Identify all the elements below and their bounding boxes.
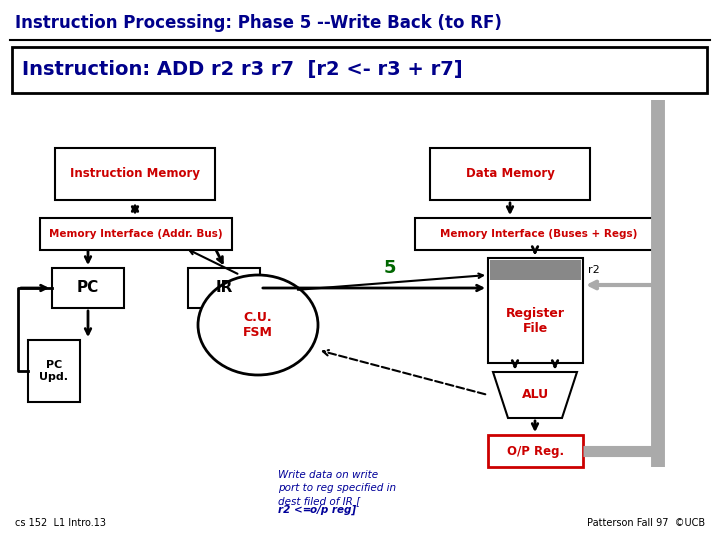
Text: r2: r2 [588, 265, 600, 275]
FancyBboxPatch shape [188, 268, 260, 308]
Text: IR: IR [215, 280, 233, 295]
Text: r2 <=: r2 <= [278, 505, 315, 515]
Text: Data Memory: Data Memory [466, 167, 554, 180]
FancyBboxPatch shape [415, 218, 663, 250]
Text: O/P Reg.: O/P Reg. [507, 444, 564, 457]
FancyBboxPatch shape [55, 148, 215, 200]
Text: Instruction Memory: Instruction Memory [70, 167, 200, 180]
FancyBboxPatch shape [490, 260, 581, 280]
FancyBboxPatch shape [488, 258, 583, 363]
FancyBboxPatch shape [40, 218, 232, 250]
Text: Patterson Fall 97  ©UCB: Patterson Fall 97 ©UCB [587, 518, 705, 528]
Text: Write data on write
port to reg specified in
dest filed of IR [: Write data on write port to reg specifie… [278, 470, 396, 507]
FancyBboxPatch shape [52, 268, 124, 308]
Text: cs 152  L1 Intro.13: cs 152 L1 Intro.13 [15, 518, 106, 528]
Text: PC
Upd.: PC Upd. [40, 360, 68, 382]
FancyBboxPatch shape [28, 340, 80, 402]
Text: 5: 5 [384, 259, 396, 277]
Polygon shape [493, 372, 577, 418]
Text: Memory Interface (Buses + Regs): Memory Interface (Buses + Regs) [441, 229, 638, 239]
FancyBboxPatch shape [430, 148, 590, 200]
Text: Instruction: ADD r2 r3 r7  [r2 <- r3 + r7]: Instruction: ADD r2 r3 r7 [r2 <- r3 + r7… [22, 60, 463, 79]
Text: o/p reg]: o/p reg] [310, 505, 356, 515]
FancyBboxPatch shape [12, 47, 707, 93]
Ellipse shape [198, 275, 318, 375]
Text: ALU: ALU [521, 388, 549, 402]
FancyBboxPatch shape [488, 435, 583, 467]
Text: Memory Interface (Addr. Bus): Memory Interface (Addr. Bus) [49, 229, 222, 239]
Text: Register
File: Register File [506, 307, 565, 334]
Text: PC: PC [77, 280, 99, 295]
Text: Instruction Processing: Phase 5 --Write Back (to RF): Instruction Processing: Phase 5 --Write … [15, 14, 502, 32]
Text: C.U.
FSM: C.U. FSM [243, 311, 273, 339]
